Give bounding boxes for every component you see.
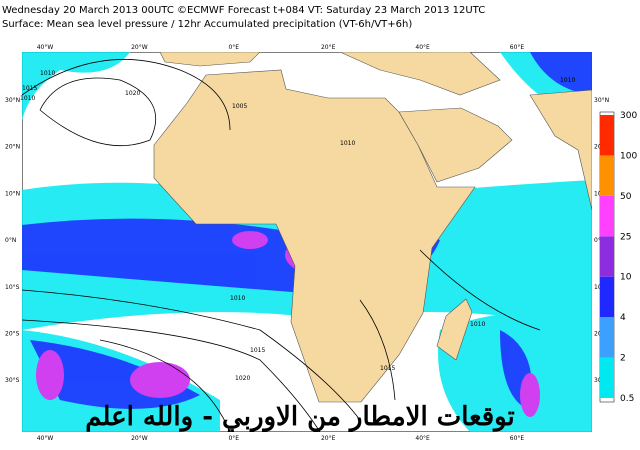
watermark: توقعات الامطار من الاوربي - والله اعلم [85,402,515,432]
colorbar-segment [600,276,614,318]
isobar-label: 1010 [20,95,35,102]
lon-label: 20°W [131,435,148,442]
lon-label: 60°E [510,435,525,442]
lat-label: 30°N [594,97,609,104]
lat-label: 20°N [5,144,20,151]
lat-label: 10°N [5,190,20,197]
colorbar-label: 300 [620,111,637,121]
colorbar-segment [600,155,614,196]
lon-label: 40°W [37,44,54,51]
isobar-label: 1010 [340,140,355,147]
lon-label: 20°E [321,435,336,442]
colorbar-segment [600,357,614,398]
lon-label: 40°E [415,435,430,442]
lat-label: 0°N [594,237,605,244]
lat-label: 30°N [5,97,20,104]
isobar-label: 1020 [235,375,250,382]
isobar-label: 1005 [232,103,247,110]
colorbar-segment [600,115,614,156]
isobar-label: 1010 [560,77,575,84]
colorbar-label: 0.5 [620,394,634,404]
lon-label: 60°E [510,44,525,51]
map-area [22,52,592,432]
colorbar-label: 4 [620,313,626,323]
lon-label: 20°W [131,44,148,51]
header-line1: Wednesday 20 March 2013 00UTC ©ECMWF For… [2,5,485,16]
lat-label: 0°N [5,237,16,244]
lat-label: 30°S [5,377,20,384]
colorbar-segment [600,236,614,277]
lon-label: 40°E [415,44,430,51]
land [153,52,592,403]
lon-label: 0°E [228,435,239,442]
colorbar-label: 50 [620,192,632,202]
lat-label: 10°S [5,284,20,291]
lat-label: 20°S [5,331,20,338]
isobar-label: 1010 [470,321,485,328]
isobar-label: 1010 [230,295,245,302]
colorbar-segment [600,195,614,237]
colorbar-label: 25 [620,232,631,242]
lon-label: 0°E [228,44,239,51]
isobar-label: 1020 [125,90,140,97]
colorbar-label: 10 [620,273,632,283]
colorbar-segment [600,317,614,358]
colorbar-label: 100 [620,151,637,161]
isobar-label: 1015 [22,85,37,92]
isobar-label: 1015 [250,347,265,354]
colorbar-label: 2 [620,354,626,364]
lon-label: 40°W [37,435,54,442]
isobar-label: 1010 [40,70,55,77]
header-line2: Surface: Mean sea level pressure / 12hr … [2,19,412,30]
isobar-label: 1015 [380,365,395,372]
isobars [22,59,541,432]
lon-label: 20°E [321,44,336,51]
